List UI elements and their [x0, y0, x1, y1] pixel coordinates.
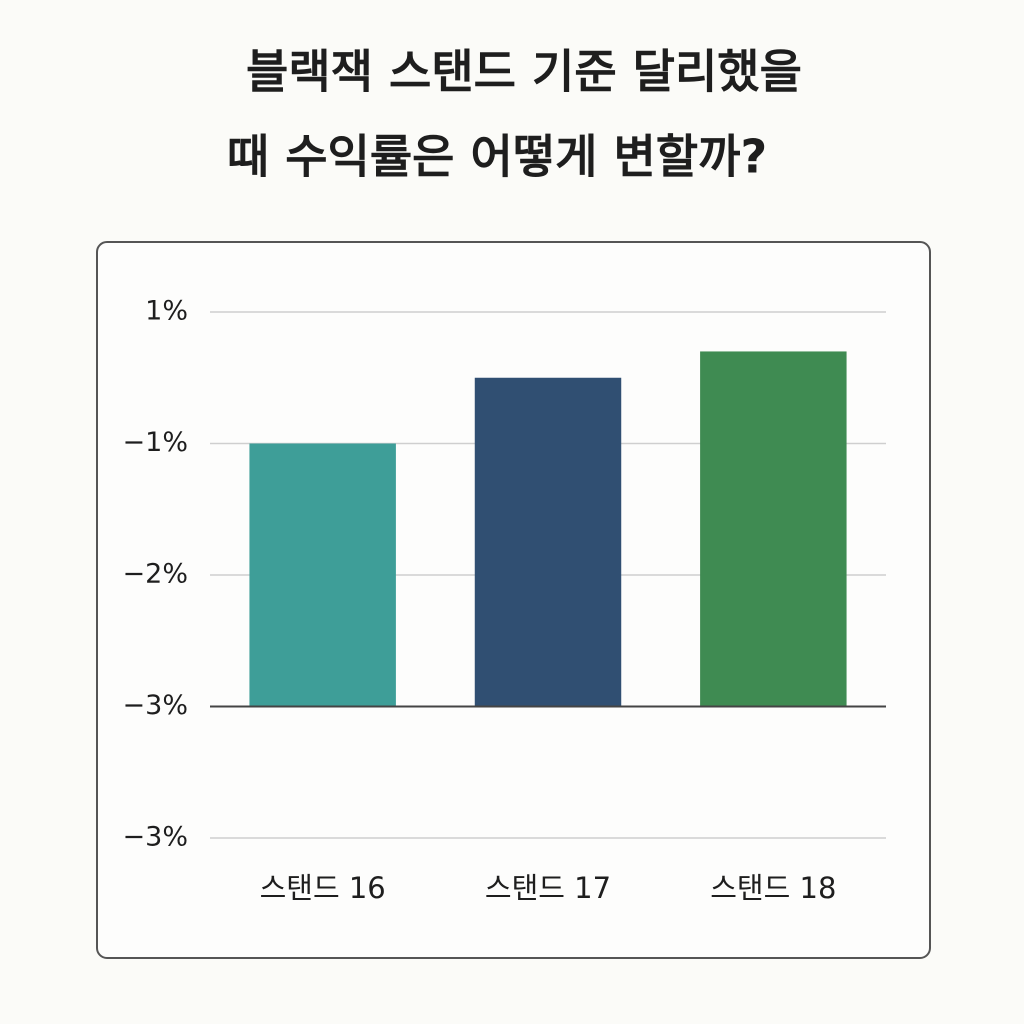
- chart-title: 블랙잭 스탠드 기준 달리했을: [246, 45, 802, 99]
- y-tick-label: −1%: [123, 427, 188, 458]
- bar: [474, 377, 622, 707]
- y-tick-label: −3%: [123, 690, 188, 721]
- bar: [249, 443, 396, 707]
- x-tick-label: 스탠드 17: [485, 871, 611, 905]
- chart-title: 때 수익률은 어떻게 변할까?: [227, 130, 767, 184]
- y-tick-label: 1%: [145, 296, 188, 327]
- y-tick-label: −2%: [123, 559, 188, 590]
- bar: [700, 351, 847, 707]
- x-tick-label: 스탠드 16: [260, 871, 386, 905]
- x-tick-label: 스탠드 18: [710, 871, 836, 905]
- y-tick-label: −3%: [123, 822, 188, 853]
